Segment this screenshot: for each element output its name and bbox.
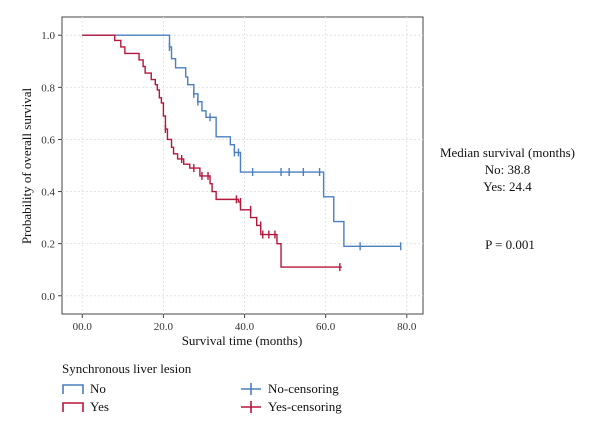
x-tick-label: 00.0 xyxy=(73,321,93,333)
legend-label-no: No xyxy=(90,381,106,396)
median-survival-no: No: 38.8 xyxy=(484,162,531,177)
series-line-yes xyxy=(82,34,342,268)
legend-title: Synchronous liver lesion xyxy=(62,361,192,376)
median-survival-box: Median survival (months) No: 38.8 Yes: 2… xyxy=(420,144,595,195)
x-tick-label: 20.0 xyxy=(154,321,174,333)
y-tick-label: 0.8 xyxy=(41,82,55,94)
y-tick-label: 0.0 xyxy=(41,291,55,303)
x-tick-label: 60.0 xyxy=(316,321,336,333)
grid-lines xyxy=(62,17,423,314)
plot-border xyxy=(61,16,424,315)
legend-item-yes: Yes xyxy=(62,398,109,416)
series-line-no xyxy=(82,34,401,247)
median-survival-title: Median survival (months) xyxy=(439,145,576,160)
y-tick-label: 1.0 xyxy=(41,30,55,42)
legend-item-no: No xyxy=(62,380,106,398)
p-value-text: P = 0.001 xyxy=(485,237,535,252)
legend-no-step-icon xyxy=(62,384,84,394)
x-axis-title: Survival time (months) xyxy=(182,333,303,348)
legend-label-yes: Yes xyxy=(90,399,109,414)
series-layer xyxy=(82,34,402,272)
legend-no-censor-icon xyxy=(241,383,261,395)
legend-yes-censor-icon xyxy=(241,401,261,413)
legend-item-yes-censoring: Yes-censoring xyxy=(240,398,342,416)
legend-item-no-censoring: No-censoring xyxy=(240,380,339,398)
x-tick-label: 40.0 xyxy=(235,321,255,333)
legend-label-yes-censoring: Yes-censoring xyxy=(268,399,342,414)
median-survival-yes: Yes: 24.4 xyxy=(483,179,532,194)
y-axis-title: Probability of overall survival xyxy=(19,87,34,244)
y-tick-label: 0.4 xyxy=(41,187,55,199)
tick-labels: 00.0 20.0 40.0 60.0 80.0 0.0 0.2 0.4 0.6 0.8 1.0 xyxy=(41,30,417,333)
y-tick-label: 0.6 xyxy=(41,134,55,146)
legend-label-no-censoring: No-censoring xyxy=(268,381,339,396)
p-value: P = 0.001 xyxy=(430,236,590,253)
legend-yes-step-icon xyxy=(62,402,84,412)
y-tick-label: 0.2 xyxy=(41,239,55,251)
x-tick-label: 80.0 xyxy=(397,321,417,333)
